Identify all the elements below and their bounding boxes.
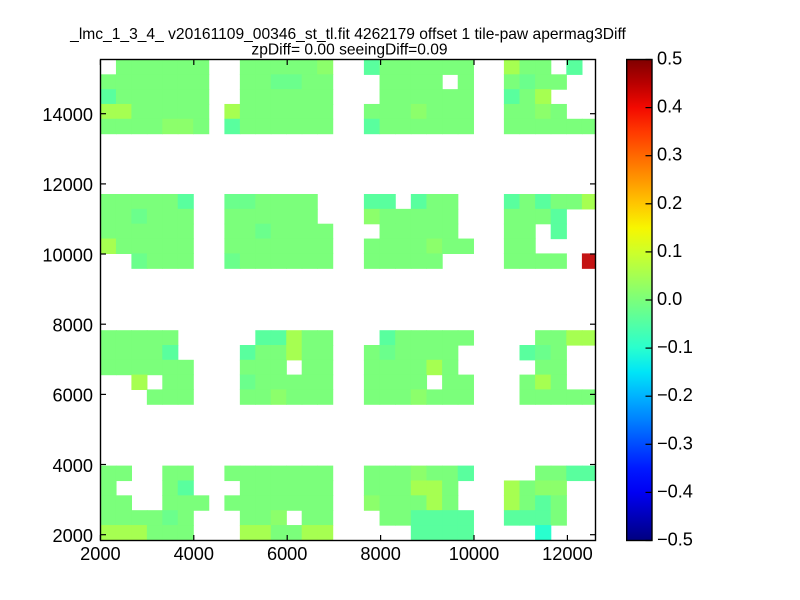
svg-text:2000: 2000 [53, 526, 93, 546]
svg-text:0.5: 0.5 [657, 49, 682, 69]
svg-text:0.1: 0.1 [657, 241, 682, 261]
svg-text:8000: 8000 [360, 544, 400, 564]
svg-text:6000: 6000 [53, 386, 93, 406]
svg-text:4000: 4000 [174, 544, 214, 564]
svg-text:_lmc_1_3_4_ v20161109_00346_st: _lmc_1_3_4_ v20161109_00346_st_tl.fit 42… [69, 26, 626, 43]
svg-text:4000: 4000 [53, 456, 93, 476]
svg-text:6000: 6000 [267, 544, 307, 564]
svg-text:0.4: 0.4 [657, 97, 682, 117]
svg-text:0.2: 0.2 [657, 193, 682, 213]
svg-text:12000: 12000 [42, 175, 93, 195]
svg-text:0.0: 0.0 [657, 289, 682, 309]
svg-text:−0.1: −0.1 [657, 337, 693, 357]
svg-text:14000: 14000 [42, 105, 93, 125]
svg-text:−0.5: −0.5 [657, 530, 693, 550]
svg-text:2000: 2000 [80, 544, 120, 564]
svg-text:−0.4: −0.4 [657, 481, 693, 501]
svg-text:−0.2: −0.2 [657, 385, 693, 405]
svg-text:12000: 12000 [542, 544, 593, 564]
svg-text:zpDiff= 0.00 seeingDiff=0.09: zpDiff= 0.00 seeingDiff=0.09 [251, 41, 447, 58]
svg-text:8000: 8000 [53, 316, 93, 336]
svg-text:0.3: 0.3 [657, 145, 682, 165]
svg-text:10000: 10000 [449, 544, 500, 564]
svg-text:−0.3: −0.3 [657, 433, 693, 453]
svg-text:10000: 10000 [42, 245, 93, 265]
